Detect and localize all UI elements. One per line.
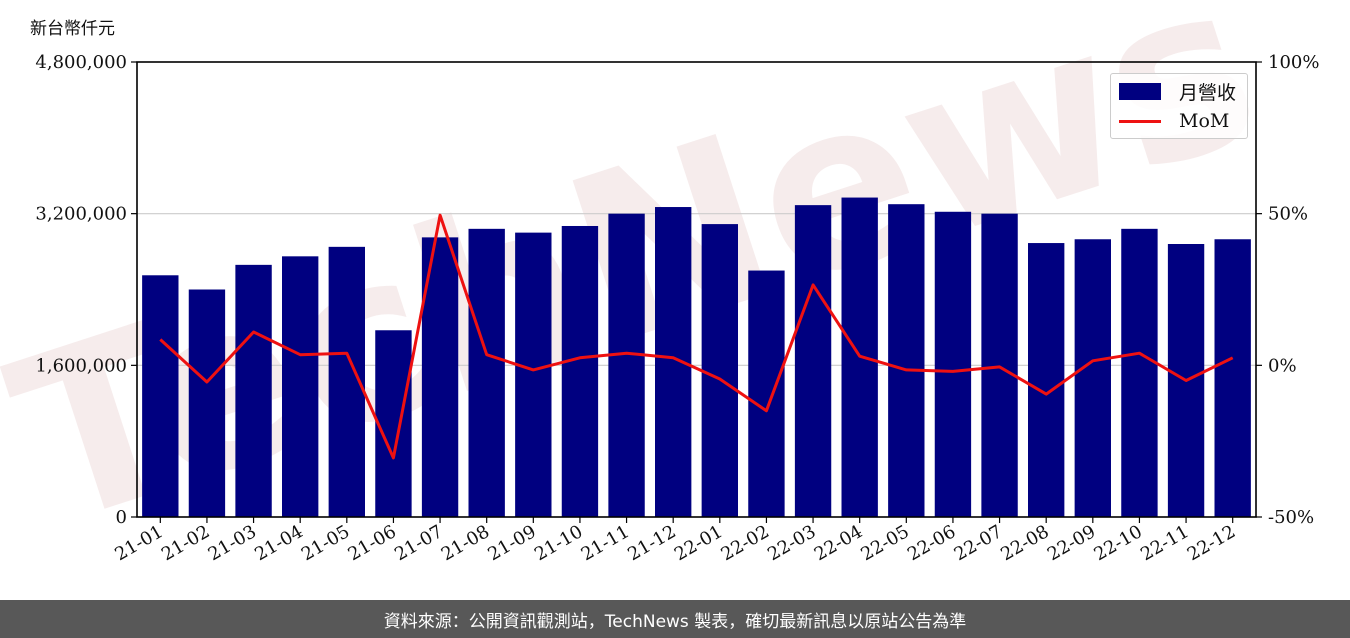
bar-22-10 — [1121, 228, 1158, 518]
x-tick-label: 21-08 — [438, 521, 493, 565]
mom-line — [159, 213, 1234, 460]
right-tick-label: 100% — [1268, 52, 1319, 73]
legend-label-revenue: 月營收 — [1179, 81, 1237, 104]
bar-22-02 — [748, 270, 785, 517]
bar-22-03 — [794, 205, 832, 517]
x-tick-label: 22-05 — [857, 521, 912, 565]
source-footer: 資料來源：公開資訊觀測站，TechNews 製表，確切最新訊息以原站公告為準 — [0, 600, 1350, 638]
left-tick-label: 1,600,000 — [35, 355, 127, 376]
x-tick-label: 21-09 — [484, 521, 539, 565]
x-tick-label: 22-06 — [904, 521, 959, 565]
bar-21-11 — [608, 213, 645, 517]
x-tick-label: 21-04 — [251, 521, 306, 565]
right-tick-label: 50% — [1268, 204, 1308, 225]
y-axis-unit-label: 新台幣仟元 — [30, 19, 115, 39]
bar-22-09 — [1074, 239, 1111, 517]
x-tick-label: 22-03 — [764, 521, 819, 565]
mom-series — [159, 213, 1234, 460]
revenue-chart: TechNews 01,600,0003,200,0004,800,000-50… — [0, 0, 1319, 579]
x-tick-label: 22-07 — [951, 521, 1006, 565]
x-tick-label: 22-10 — [1090, 521, 1145, 565]
bar-21-06 — [375, 330, 412, 517]
x-tick-label: 22-12 — [1184, 521, 1239, 565]
x-tick-label: 22-02 — [717, 521, 772, 565]
plot-frame — [136, 61, 1257, 518]
bar-21-10 — [561, 225, 599, 518]
bar-series — [142, 197, 1251, 518]
bar-21-04 — [282, 256, 319, 517]
x-tick-label: 22-11 — [1137, 521, 1192, 565]
x-tick-label: 21-07 — [391, 521, 446, 565]
footer-text: 資料來源：公開資訊觀測站，TechNews 製表，確切最新訊息以原站公告為準 — [383, 611, 967, 632]
left-tick-label: 3,200,000 — [35, 204, 127, 225]
right-tick-label: 0% — [1268, 355, 1297, 376]
x-tick-label: 22-01 — [671, 521, 726, 565]
bar-22-05 — [888, 204, 925, 517]
x-tick-label: 22-08 — [997, 521, 1052, 565]
bar-21-03 — [235, 264, 272, 517]
x-tick-label: 21-11 — [578, 521, 633, 565]
bar-22-07 — [981, 213, 1018, 517]
bar-22-12 — [1214, 239, 1251, 517]
legend-item-revenue: 月營收 — [1119, 77, 1236, 105]
x-tick-label: 22-04 — [811, 521, 866, 565]
x-tick-label: 22-09 — [1044, 521, 1099, 565]
bar-21-01 — [142, 275, 179, 517]
legend-line-swatch — [1119, 119, 1161, 123]
right-tick-label: -50% — [1268, 507, 1314, 528]
axes — [136, 61, 1257, 518]
left-tick-label: 0 — [116, 507, 127, 528]
bar-21-02 — [188, 289, 226, 517]
x-tick-label: 21-06 — [344, 521, 399, 565]
x-tick-label: 21-05 — [298, 521, 353, 565]
legend-item-mom: MoM — [1119, 107, 1229, 135]
legend-bar-swatch — [1119, 82, 1161, 100]
bar-21-08 — [468, 228, 505, 518]
bar-22-08 — [1028, 243, 1065, 518]
bar-21-09 — [515, 232, 552, 517]
left-tick-label: 4,800,000 — [35, 52, 127, 73]
bar-22-06 — [934, 211, 972, 518]
legend-label-mom: MoM — [1179, 110, 1230, 132]
grid-lines — [137, 213, 1256, 366]
x-tick-label: 21-12 — [624, 521, 679, 565]
legend: 月營收 MoM — [1110, 73, 1248, 139]
x-tick-label: 21-10 — [531, 521, 586, 565]
bar-22-01 — [701, 224, 738, 517]
